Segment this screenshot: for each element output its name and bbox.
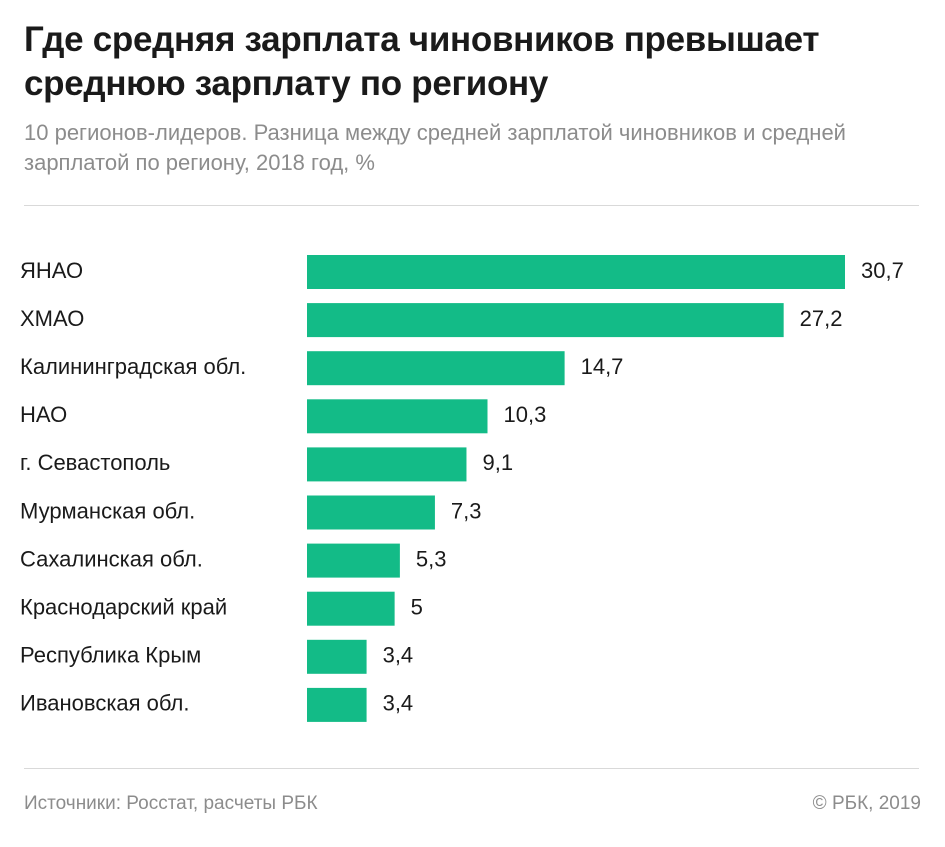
category-label: НАО (20, 402, 67, 427)
bar (307, 543, 400, 578)
bar (307, 351, 565, 386)
chart-title: Где средняя зарплата чиновников превышае… (24, 20, 820, 103)
bar (307, 303, 784, 338)
value-label: 10,3 (504, 402, 547, 427)
category-label: г. Севастополь (20, 450, 170, 475)
bottom-divider (24, 768, 919, 769)
bar (307, 255, 845, 289)
category-label: Ивановская обл. (20, 691, 189, 716)
bar (307, 399, 488, 434)
value-label: 5,3 (416, 546, 447, 571)
value-label: 5 (411, 595, 423, 620)
bar (307, 687, 367, 722)
copyright-note: © РБК, 2019 (812, 793, 921, 814)
value-label: 9,1 (482, 450, 513, 475)
bar (307, 639, 367, 674)
value-label: 14,7 (581, 354, 624, 379)
value-label: 3,4 (383, 643, 414, 668)
value-label: 30,7 (861, 258, 904, 283)
bar (307, 495, 435, 530)
top-divider (24, 205, 919, 206)
category-label: Краснодарский край (20, 595, 227, 620)
bar (307, 447, 467, 482)
value-label: 3,4 (383, 691, 414, 716)
value-label: 27,2 (800, 306, 843, 331)
source-note: Источники: Росстат, расчеты РБК (24, 793, 318, 814)
category-label: ХМАО (20, 306, 84, 331)
category-label: ЯНАО (20, 258, 83, 283)
category-label: Республика Крым (20, 643, 201, 668)
chart-subtitle: 10 регионов-лидеров. Разница между средн… (24, 120, 846, 175)
category-label: Мурманская обл. (20, 498, 195, 523)
category-label: Калининградская обл. (20, 354, 246, 379)
value-label: 7,3 (451, 498, 482, 523)
category-label: Сахалинская обл. (20, 546, 203, 571)
bar (307, 591, 395, 626)
